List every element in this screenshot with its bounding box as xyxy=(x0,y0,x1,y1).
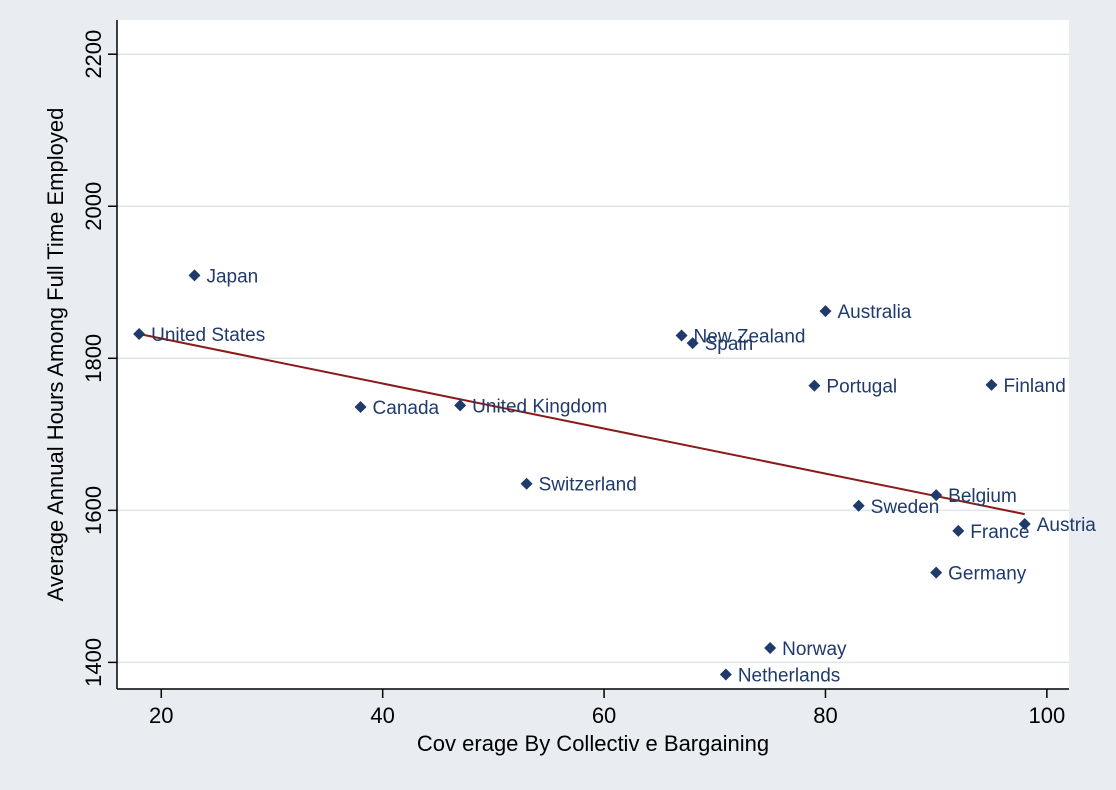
y-tick-label: 1400 xyxy=(81,638,106,687)
data-point xyxy=(719,668,732,681)
data-point xyxy=(675,329,688,342)
x-tick-label: 40 xyxy=(370,703,394,728)
point-label: Japan xyxy=(206,266,258,287)
point-label: Germany xyxy=(948,564,1027,585)
y-tick-label: 1600 xyxy=(81,486,106,535)
point-label: Norway xyxy=(782,639,847,660)
data-point xyxy=(1018,518,1031,531)
x-tick-label: 60 xyxy=(592,703,616,728)
point-label: Spain xyxy=(705,334,754,355)
point-label: Switzerland xyxy=(539,475,637,496)
axes: 20 40 60 80 100 1400 1600 1800 2000 2200 xyxy=(81,20,1069,728)
point-label: Australia xyxy=(837,302,911,323)
point-label: Sweden xyxy=(871,497,940,518)
y-tick-label: 2200 xyxy=(81,30,106,79)
point-label: Austria xyxy=(1037,515,1097,536)
data-point xyxy=(354,400,367,413)
data-point xyxy=(952,524,965,537)
data-point xyxy=(188,269,201,282)
data-point xyxy=(520,477,533,490)
point-label: Belgium xyxy=(948,486,1017,507)
point-label: United States xyxy=(151,325,265,346)
data-point xyxy=(454,399,467,412)
y-axis-title: Average Annual Hours Among Full Time Emp… xyxy=(43,108,68,602)
data-point xyxy=(133,327,146,340)
fit-line xyxy=(138,332,1025,516)
data-point xyxy=(930,489,943,502)
point-label: New Zealand xyxy=(694,326,806,347)
point-label: Netherlands xyxy=(738,666,840,687)
point-label: Portugal xyxy=(826,377,897,398)
grid-lines xyxy=(117,53,1069,664)
data-point xyxy=(819,305,832,318)
y-tick-label: 2000 xyxy=(81,182,106,231)
data-point xyxy=(930,566,943,579)
x-tick-label: 80 xyxy=(813,703,837,728)
point-label: France xyxy=(970,522,1029,543)
data-points xyxy=(133,269,1031,681)
fit-line-group xyxy=(138,332,1025,516)
plot-area xyxy=(117,20,1069,689)
point-label: United Kingdom xyxy=(472,396,607,417)
x-axis-title: Cov erage By Collectiv e Bargaining xyxy=(417,731,769,756)
data-point xyxy=(808,379,821,392)
point-label: Canada xyxy=(373,398,440,419)
point-label: Finland xyxy=(1004,376,1066,397)
y-tick-label: 1800 xyxy=(81,334,106,383)
data-point xyxy=(852,499,865,512)
data-point xyxy=(686,337,699,350)
point-labels: United States Japan Canada United Kingdom Sw… xyxy=(151,266,1096,686)
x-tick-label: 100 xyxy=(1029,703,1066,728)
data-point xyxy=(985,378,998,391)
data-point xyxy=(764,641,777,654)
x-tick-label: 20 xyxy=(149,703,173,728)
